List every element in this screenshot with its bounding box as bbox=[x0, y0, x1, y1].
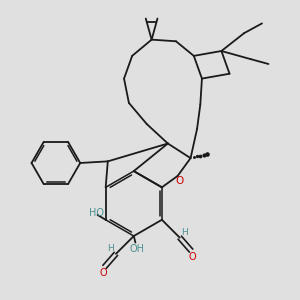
Text: H: H bbox=[107, 244, 114, 253]
Text: H: H bbox=[182, 228, 188, 237]
Text: OH: OH bbox=[130, 244, 145, 254]
Text: O: O bbox=[175, 176, 183, 186]
Text: HO: HO bbox=[89, 208, 104, 218]
Text: O: O bbox=[99, 268, 107, 278]
Text: O: O bbox=[189, 252, 196, 262]
